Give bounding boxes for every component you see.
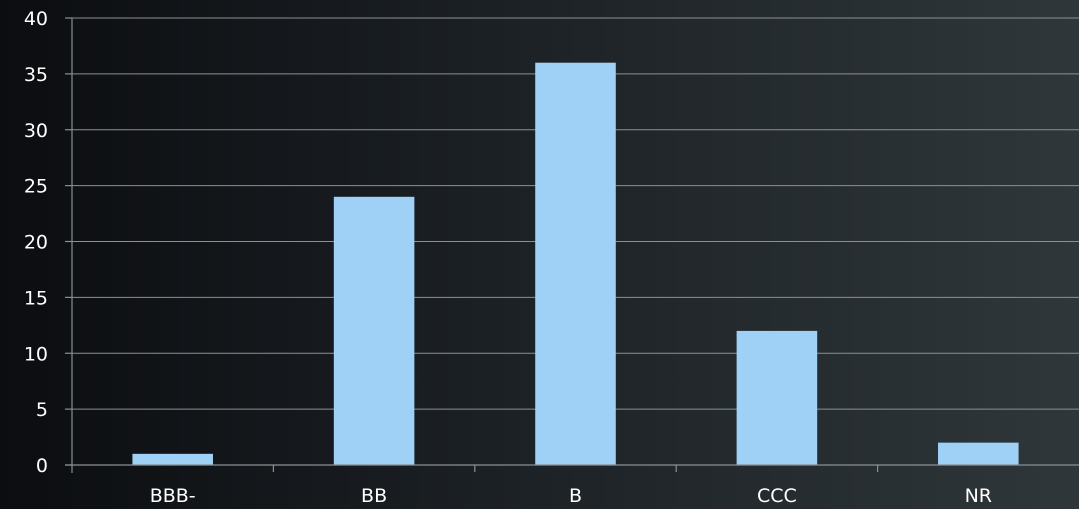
x-tick-label: BBB- <box>150 485 196 507</box>
y-tick-label: 0 <box>36 455 48 477</box>
y-tick-label: 30 <box>24 120 48 142</box>
y-tick-label: 35 <box>24 64 48 86</box>
x-tick-label: BB <box>361 485 387 507</box>
axes <box>65 17 1079 473</box>
bar <box>132 453 213 465</box>
y-tick-label: 20 <box>24 232 48 254</box>
x-tick-label: NR <box>965 485 992 507</box>
x-tick-label: CCC <box>757 485 797 507</box>
y-tick-label: 10 <box>24 343 48 365</box>
bar <box>736 330 818 465</box>
bar <box>938 442 1019 465</box>
y-tick-label: 40 <box>24 8 48 30</box>
y-tick-label: 5 <box>36 399 48 421</box>
y-tick-label: 15 <box>24 287 48 309</box>
bar <box>535 62 616 465</box>
y-tick-label: 25 <box>24 176 48 198</box>
bars <box>132 62 1019 466</box>
x-tick-label: B <box>569 485 582 507</box>
bar <box>333 196 415 466</box>
